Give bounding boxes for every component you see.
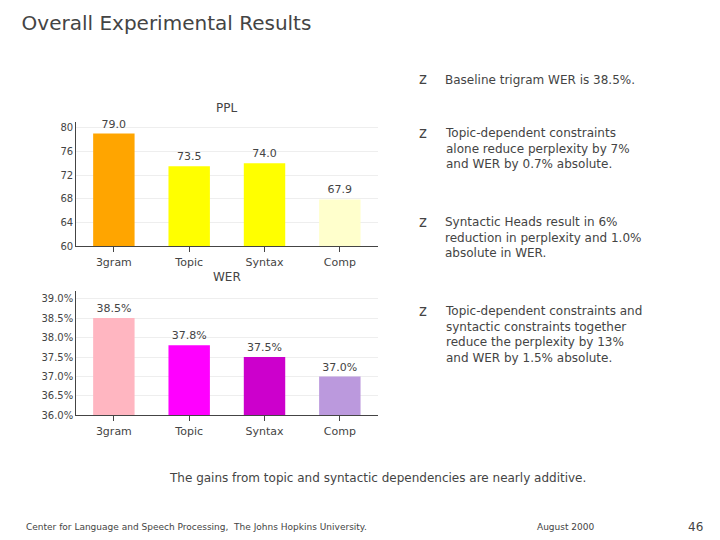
svg-text:38.0%: 38.0% xyxy=(41,332,73,343)
svg-text:Syntactic Heads result in 6%re: Syntactic Heads result in 6%reduction in… xyxy=(445,215,641,260)
svg-text:The gains from topic and synta: The gains from topic and syntactic depen… xyxy=(169,471,586,485)
svg-text:60: 60 xyxy=(60,241,73,252)
svg-text:Topic: Topic xyxy=(174,425,203,438)
svg-text:67.9: 67.9 xyxy=(328,183,353,196)
svg-text:z: z xyxy=(419,213,427,231)
svg-text:Syntax: Syntax xyxy=(245,256,284,269)
svg-text:46: 46 xyxy=(688,520,703,534)
svg-text:Comp: Comp xyxy=(324,425,356,438)
svg-text:37.5%: 37.5% xyxy=(41,352,73,363)
svg-text:68: 68 xyxy=(60,193,73,204)
svg-text:37.5%: 37.5% xyxy=(247,341,282,354)
svg-text:Topic: Topic xyxy=(174,256,203,269)
svg-text:z: z xyxy=(419,124,427,142)
svg-text:73.5: 73.5 xyxy=(177,150,202,163)
svg-text:3gram: 3gram xyxy=(96,256,132,269)
svg-text:Comp: Comp xyxy=(324,256,356,269)
svg-text:39.0%: 39.0% xyxy=(41,293,73,304)
svg-text:PPL: PPL xyxy=(216,101,237,115)
svg-text:37.0%: 37.0% xyxy=(41,371,73,382)
svg-text:80: 80 xyxy=(60,122,73,133)
svg-text:37.8%: 37.8% xyxy=(172,329,207,342)
svg-text:72: 72 xyxy=(60,170,73,181)
svg-text:38.5%: 38.5% xyxy=(96,302,131,315)
svg-text:3gram: 3gram xyxy=(96,425,132,438)
svg-text:37.0%: 37.0% xyxy=(322,361,357,374)
svg-text:Topic-dependent constraints an: Topic-dependent constraints andsyntactic… xyxy=(445,304,642,365)
svg-text:August 2000: August 2000 xyxy=(537,522,595,532)
svg-text:79.0: 79.0 xyxy=(102,118,127,131)
svg-text:Center for Language and Speech: Center for Language and Speech Processin… xyxy=(26,522,367,532)
svg-text:WER: WER xyxy=(213,270,241,284)
svg-text:36.5%: 36.5% xyxy=(41,390,73,401)
svg-text:64: 64 xyxy=(60,217,73,228)
svg-text:z: z xyxy=(419,70,427,88)
svg-text:38.5%: 38.5% xyxy=(41,313,73,324)
svg-text:74.0: 74.0 xyxy=(252,147,277,160)
svg-text:z: z xyxy=(419,302,427,320)
svg-text:36.0%: 36.0% xyxy=(41,410,73,421)
svg-text:76: 76 xyxy=(60,146,73,157)
svg-text:Syntax: Syntax xyxy=(245,425,284,438)
svg-text:Baseline trigram WER is 38.5%.: Baseline trigram WER is 38.5%. xyxy=(445,73,635,87)
svg-text:Overall Experimental Results: Overall Experimental Results xyxy=(22,11,312,35)
svg-text:Topic-dependent constraintsalo: Topic-dependent constraintsalone reduce … xyxy=(445,126,630,171)
